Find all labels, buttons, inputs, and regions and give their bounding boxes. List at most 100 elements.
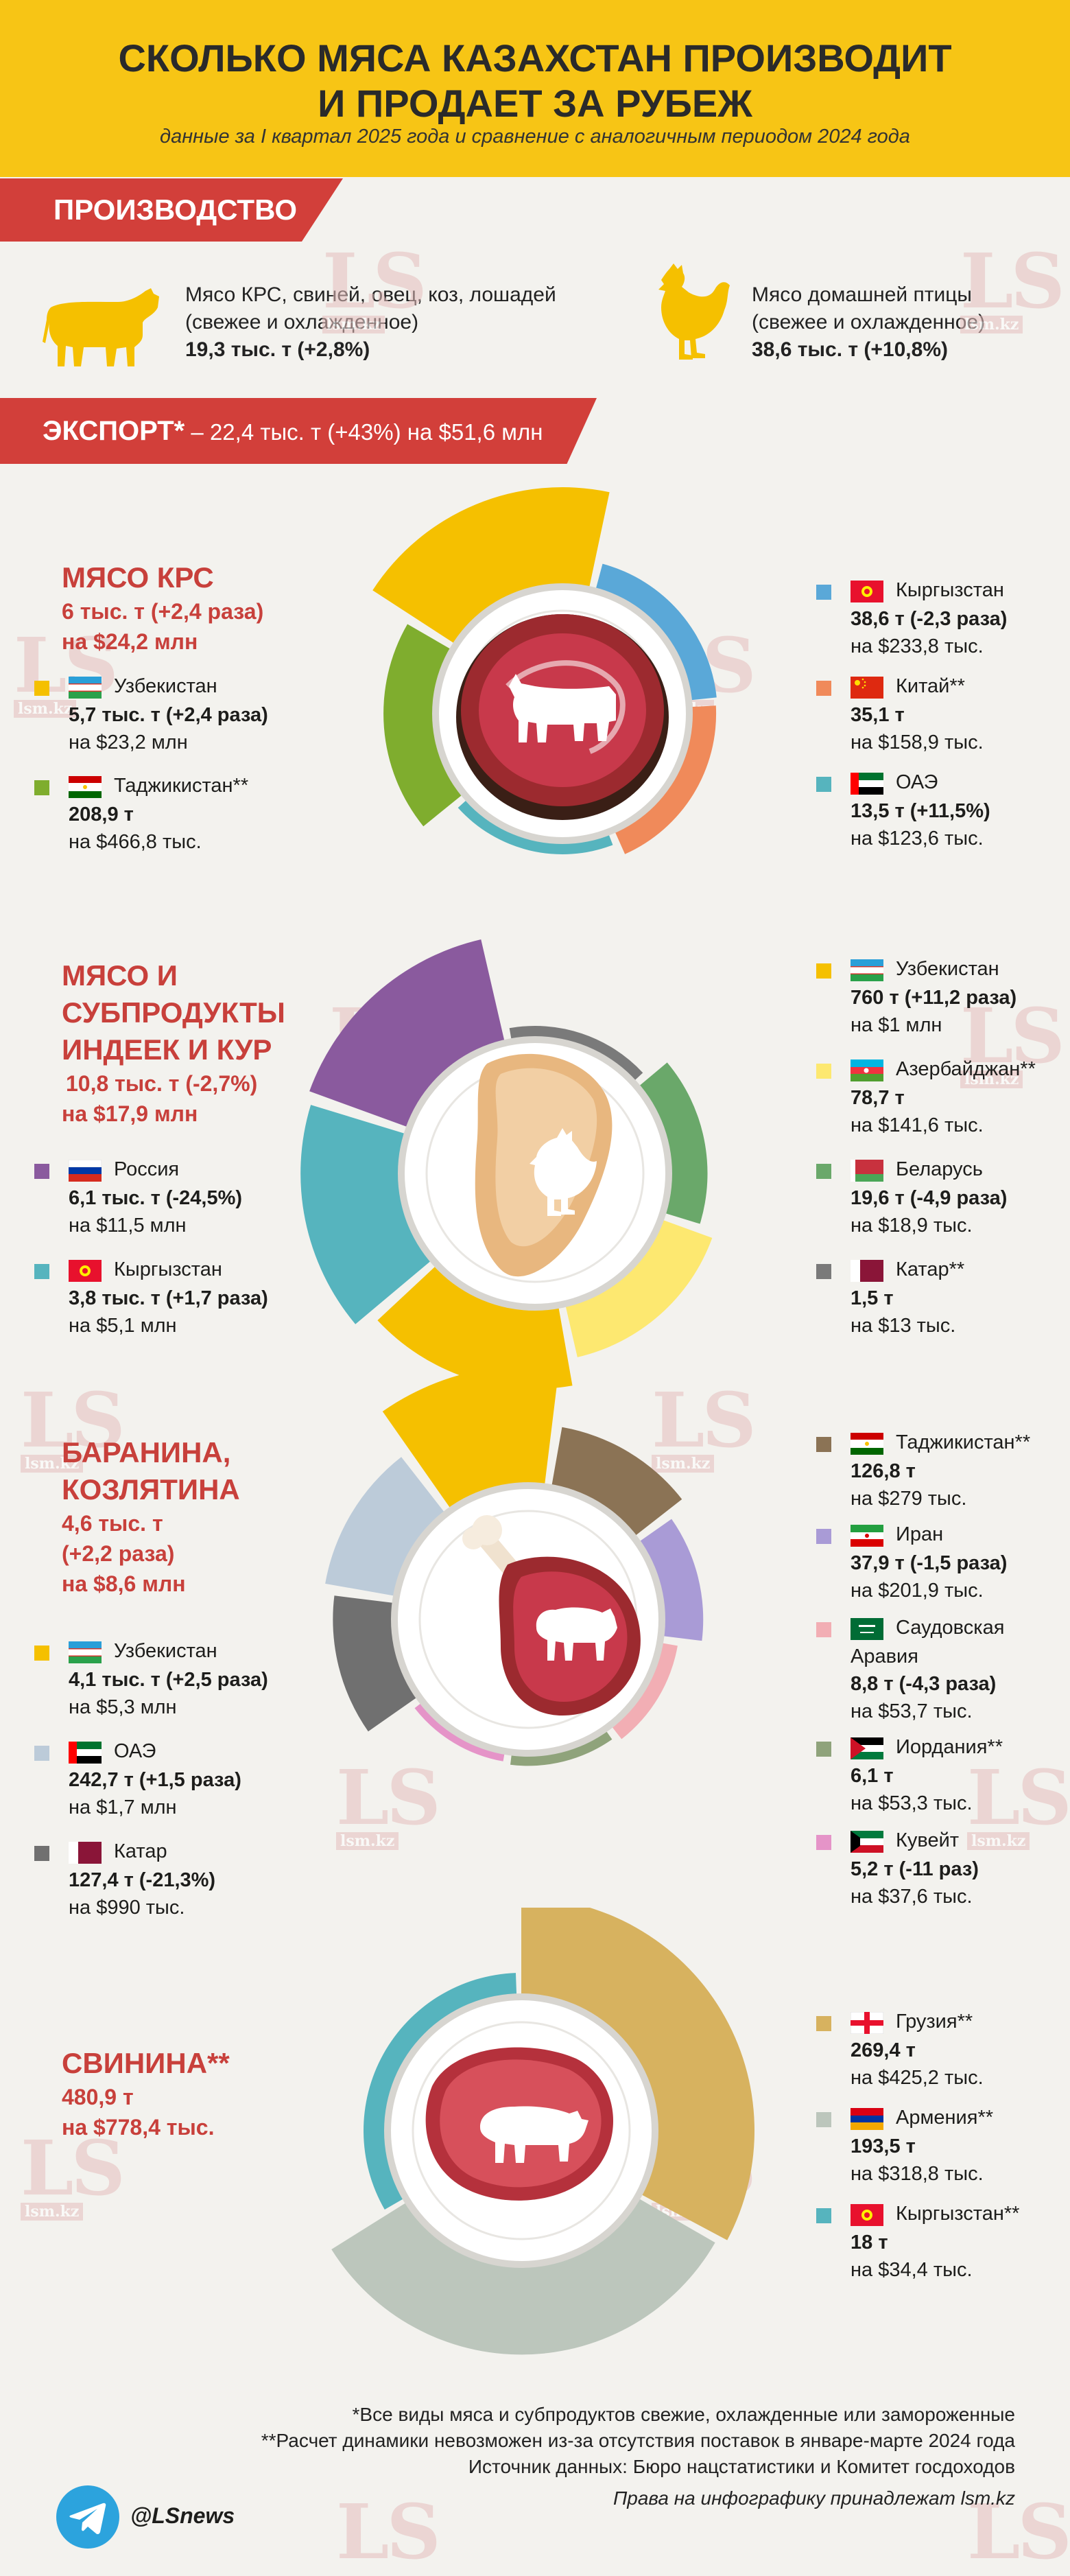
legend-swatch [816,1064,831,1079]
legend-item: Кыргызстан** 18 т на $34,4 тыс. [816,2200,1070,2282]
legend-item: Катар 127,4 т (-21,3%) на $990 тыс. [34,1838,322,1920]
legend-swatch [816,1835,831,1850]
production-ribbon: ПРОИЗВОДСТВО [0,178,343,242]
tajikistan-flag-icon [851,1433,883,1455]
chart-segment-uzbekistan [372,487,610,658]
legend-item: ОАЭ 13,5 т (+11,5%) на $123,6 тыс. [816,769,1063,851]
beef-steak-icon [456,614,669,820]
cow-icon [43,288,159,366]
tajikistan-flag-icon [69,776,102,798]
legend-item: Азербайджан** 78,7 т на $141,6 тыс. [816,1055,1070,1138]
legend-swatch [34,681,49,696]
legend-swatch [816,1164,831,1179]
mutton-section-header: БАРАНИНА, КОЗЛЯТИНА 4,6 тыс. т (+2,2 раз… [62,1436,240,1596]
legend-swatch [816,1742,831,1757]
chart-segment-azerbaijan [559,1210,713,1357]
header-banner [0,0,1070,177]
legend-swatch [816,1264,831,1279]
pork-export-chart [331,1908,754,2355]
uzbekistan-flag-icon [69,1641,102,1663]
uzbekistan-flag-icon [851,959,883,981]
jordan-flag-icon [851,1737,883,1759]
plate-rim [412,2021,631,2240]
legend-item: Узбекистан 5,7 тыс. т (+2,4 раза) на $23… [34,672,322,755]
saudi-arabia-flag-icon [851,1618,883,1640]
social-handle[interactable]: @LSnews [130,2503,235,2528]
legend-item: Россия 6,1 тыс. т (-24,5%) на $11,5 млн [34,1156,322,1238]
footnotes: *Все виды мяса и субпродуктов свежие, ох… [261,2404,1015,2509]
pork-steak-icon [425,2047,613,2201]
beef-export-chart [372,487,717,854]
legend-swatch [34,1164,49,1179]
qatar-flag-icon [851,1260,883,1282]
legend-swatch [816,585,831,600]
qatar-flag-icon [69,1842,102,1864]
lamb-chop-icon [462,1515,641,1716]
export-ribbon: ЭКСПОРТ* – 22,4 тыс. т (+43%) на $51,6 м… [0,398,597,464]
page-title: Сколько мяса Казахстан производит и прода… [118,36,952,125]
legend-swatch [816,2208,831,2223]
chicken-breast-icon [475,1053,613,1277]
poultry-export-chart [300,939,713,1389]
legend-swatch [34,1264,49,1279]
legend-swatch [816,1529,831,1544]
legend-item: Иордания** 6,1 т на $53,3 тыс. [816,1733,1070,1816]
azerbaijan-flag-icon [851,1059,883,1081]
kyrgyzstan-flag-icon [851,2204,883,2226]
legend-item: Узбекистан 4,1 тыс. т (+2,5 раза) на $5,… [34,1637,322,1720]
legend-swatch [34,1746,49,1761]
legend-item: Кувейт 5,2 т (-11 раз) на $37,6 тыс. [816,1827,1063,1909]
uae-flag-icon [69,1742,102,1764]
legend-swatch [816,963,831,979]
iran-flag-icon [851,1525,883,1547]
russia-flag-icon [69,1160,102,1182]
legend-item: Иран 37,9 т (-1,5 раза) на $201,9 тыс. [816,1521,1063,1603]
legend-swatch [816,1437,831,1452]
legend-swatch [34,780,49,795]
chicken-icon [658,264,730,360]
legend-swatch [34,1846,49,1861]
legend-item: Китай** 35,1 т на $158,9 тыс. [816,672,1063,755]
legend-swatch [816,2016,831,2031]
legend-item: Кыргызстан 3,8 тыс. т (+1,7 раза) на $5,… [34,1256,322,1338]
kyrgyzstan-flag-icon [69,1260,102,1282]
mutton-export-chart [325,1366,704,1766]
legend-swatch [816,681,831,696]
legend-swatch [34,1646,49,1661]
legend-item: Таджикистан** 208,9 т на $466,8 тыс. [34,772,322,854]
watermark: LS [967,2487,1070,2576]
page-subtitle: данные за I квартал 2025 года и сравнени… [160,126,910,148]
legend-item: Таджикистан** 126,8 т на $279 тыс. [816,1429,1070,1511]
legend-swatch [816,2112,831,2127]
legend-swatch [816,1622,831,1637]
china-flag-icon [851,677,883,699]
belarus-flag-icon [851,1160,883,1182]
beef-section-header: МЯСО КРС 6 тыс. т (+2,4 раза) на $24,2 м… [62,561,264,654]
kyrgyzstan-flag-icon [851,581,883,602]
poultry-section-header: МЯСО И СУБПРОДУКТЫ ИНДЕЕК И КУР 10,8 тыс… [62,959,285,1126]
legend-item: Саудовская Аравия 8,8 т (-4,3 раза) на $… [816,1614,1063,1724]
georgia-flag-icon [851,2012,883,2034]
watermark: LS [336,2487,441,2576]
legend-item: ОАЭ 242,7 т (+1,5 раза) на $1,7 млн [34,1737,322,1820]
legend-item: Армения** 193,5 т на $318,8 тыс. [816,2104,1070,2186]
legend-item: Узбекистан 760 т (+11,2 раза) на $1 млн [816,955,1063,1038]
legend-swatch [816,777,831,792]
legend-item: Беларусь 19,6 т (-4,9 раза) на $18,9 тыс… [816,1156,1063,1238]
legend-item: Кыргызстан 38,6 т (-2,3 раза) на $233,8 … [816,576,1063,659]
telegram-icon[interactable] [55,2484,121,2550]
legend-item: Грузия** 269,4 т на $425,2 тыс. [816,2008,1063,2090]
kuwait-flag-icon [851,1831,883,1853]
uzbekistan-flag-icon [69,677,102,699]
pork-section-header: СВИНИНА** 480,9 т на $778,4 тыс. [62,2047,230,2140]
uae-flag-icon [851,773,883,795]
